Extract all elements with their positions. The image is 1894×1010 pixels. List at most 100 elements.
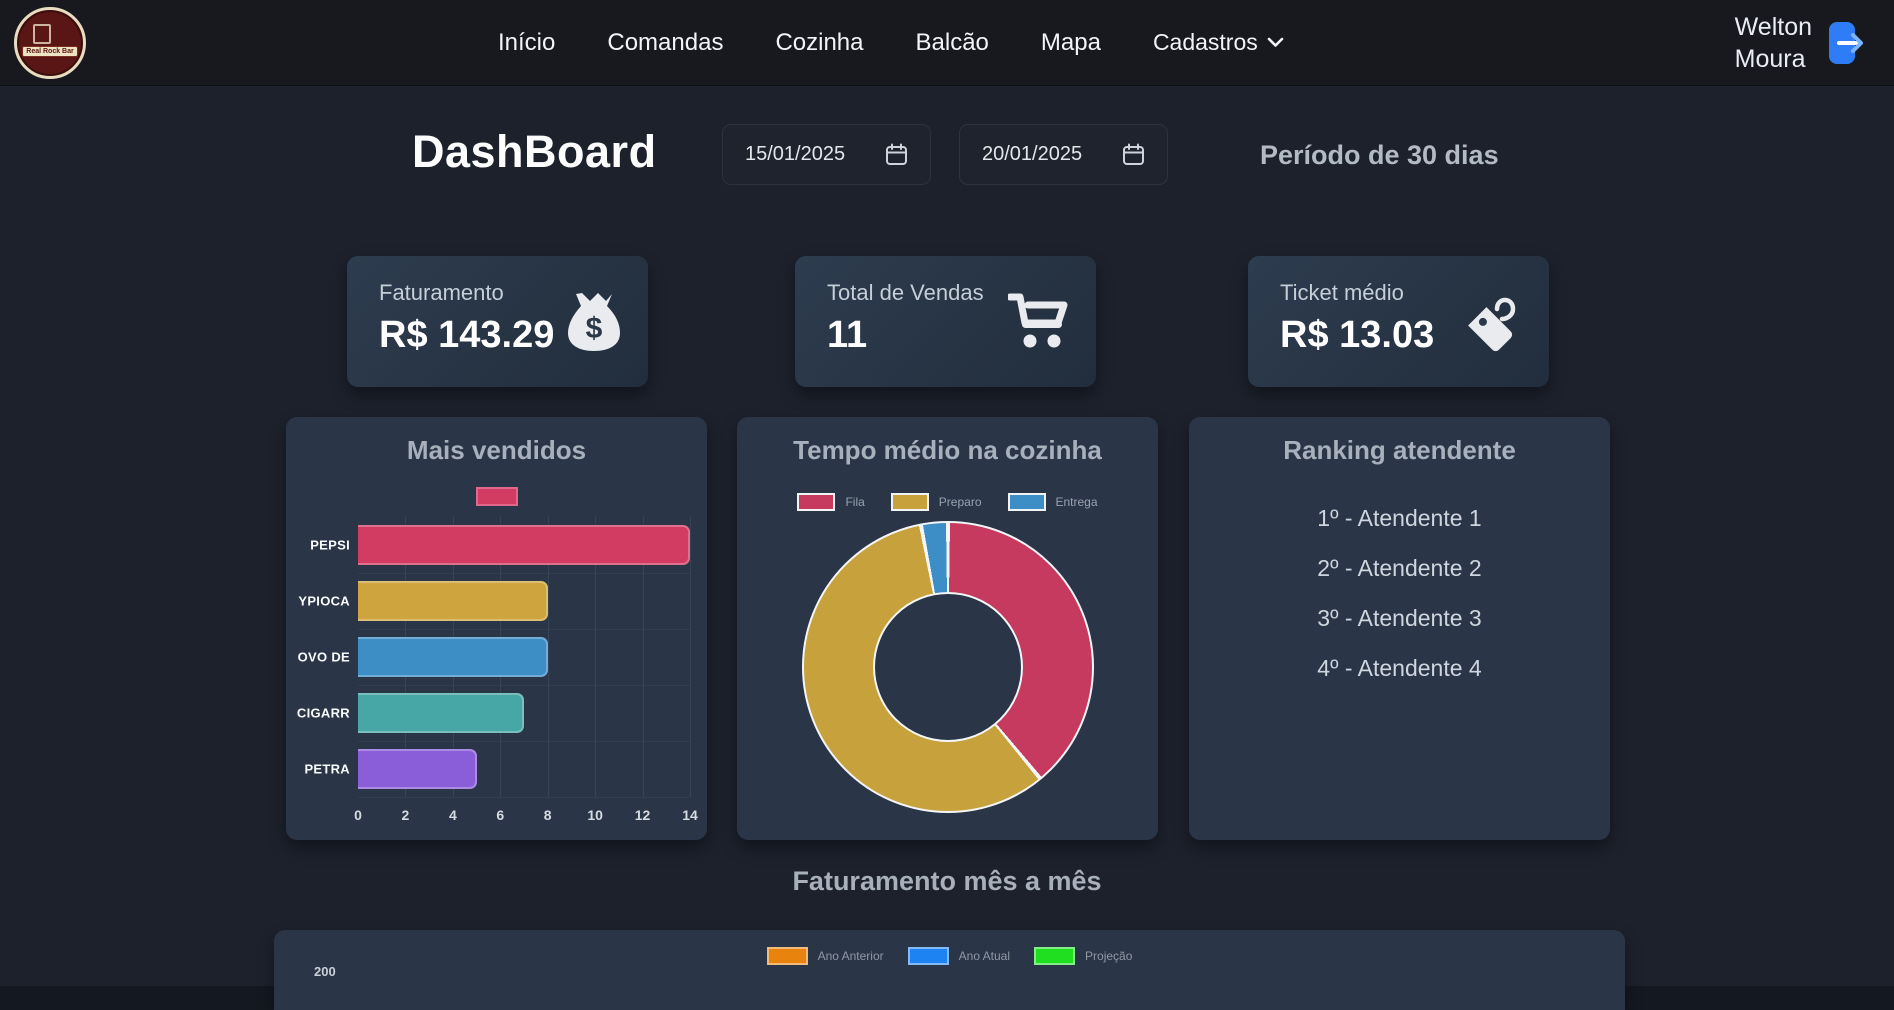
panel-title: Mais vendidos [406,435,587,465]
ranking-item-3: 3º - Atendente 3 [1317,605,1482,631]
legend-item-fila[interactable]: Fila [797,493,865,511]
panel-tempo-medio-cozinha: Tempo médio na cozinha Fila Preparo Entreg… [737,417,1158,840]
grid-line [595,517,597,797]
legend-item-ano-atual[interactable]: Ano Atual [907,947,1011,965]
legend-swatch [797,493,836,511]
nav-item-mapa[interactable]: Mapa [1040,28,1101,56]
legend-item-preparo[interactable]: Preparo [890,493,982,511]
row-divider [358,685,690,686]
row-divider [358,573,690,574]
legend-swatch [907,947,949,965]
date-start-value: 15/01/2025 [745,143,846,165]
logout-button[interactable] [1826,20,1866,66]
bar-row-ovode: OVO DE [298,629,690,686]
bar-cigarr [358,693,524,733]
legend-item-projec-a-o[interactable]: Projeção [1034,947,1132,965]
legend-swatch [766,947,808,965]
x-axis-tick: 2 [401,807,410,823]
page-title: DashBoard [412,126,657,177]
bar-ypioca [358,581,548,621]
bottom-chart-ytick: 200 [314,964,336,979]
bottom-chart-title: Faturamento mês a mês [792,866,1102,896]
date-start-input[interactable]: 15/01/2025 [722,124,931,185]
legend-label: Ano Atual [958,949,1011,963]
grid-line [547,517,549,797]
x-axis-tick: 12 [634,807,651,823]
svg-text:$: $ [586,312,603,345]
navbar: Real Rock Bar Início Comandas Cozinha Balcã… [0,0,1894,86]
panel-title: Ranking atendente [1283,435,1516,465]
chevron-down-icon [1267,37,1284,47]
nav-item-inicio[interactable]: Início [498,28,556,56]
period-label: Período de 30 dias [1260,140,1499,170]
cart-icon [1008,293,1070,351]
nav-item-balcao[interactable]: Balcão [915,28,989,56]
bottom-chart-panel: Ano Anterior Ano Atual Projeção 200 [274,930,1625,1010]
bar-ovode [358,637,548,677]
bar-category-label: OVO DE [297,649,350,665]
user-box: Welton Moura [1735,0,1866,85]
nav-item-cadastros[interactable]: Cadastros [1153,29,1284,56]
stat-label: Faturamento [379,280,504,305]
ranking-list: 1º - Atendente 1 2º - Atendente 2 3º - Ate… [1189,505,1610,682]
tag-icon [1457,289,1523,355]
x-axis-tick: 8 [543,807,552,823]
stat-card-ticket-medio: Ticket médio R$ 13.03 [1248,256,1549,387]
bar-petra [358,749,477,789]
calendar-icon [1123,143,1144,165]
user-name: Welton Moura [1735,11,1812,75]
legend-label: Entrega [1055,495,1098,509]
grid-line [642,517,644,797]
bar-row-ypioca: YPIOCA [298,573,690,630]
doughnut-hole [872,592,1023,742]
doughnut-legend: Fila Preparo Entrega [737,493,1158,511]
panel-ranking-atendente: Ranking atendente 1º - Atendente 1 2º - A… [1189,417,1610,840]
ranking-item-1: 1º - Atendente 1 [1317,505,1482,531]
money-bag-icon: $ [566,291,622,353]
legend-item-ano-anterior[interactable]: Ano Anterior [766,947,884,965]
logout-icon [1829,21,1863,64]
bar-row-cigarr: CIGARR [297,685,690,742]
legend-item-entrega[interactable]: Entrega [1007,493,1098,511]
date-end-input[interactable]: 20/01/2025 [959,124,1168,185]
nav-item-cadastros-label: Cadastros [1152,29,1258,55]
bottom-chart-legend: Ano Anterior Ano Atual Projeção [274,947,1625,965]
stat-card-faturamento: Faturamento R$ 143.29 $ [347,256,648,387]
stat-value: 11 [827,314,868,356]
panel-mais-vendidos: Mais vendidos PEPSI YPIOCA OVO DE CIGARR PET… [286,417,707,840]
bar-category-label: PEPSI [310,537,350,553]
calendar-icon [886,143,907,165]
bar-row-pepsi: PEPSI [310,517,690,574]
stat-value: R$ 143.29 [379,314,555,356]
row-divider [358,741,690,742]
legend-swatch [890,493,929,511]
legend-label: Fila [845,495,865,509]
stat-card-total-vendas: Total de Vendas 11 [795,256,1096,387]
bar-chart-x-axis: 0 2 4 6 8 10 12 14 [354,807,698,827]
user-last-name: Moura [1734,44,1806,73]
legend-label: Ano Anterior [817,949,884,963]
row-divider [358,629,690,630]
x-axis-tick: 4 [448,807,457,823]
bar-chart-legend-swatch[interactable] [475,487,518,506]
nav-item-cozinha[interactable]: Cozinha [775,28,864,56]
nav-links: Início Comandas Cozinha Balcão Mapa Cadastro… [498,0,1284,85]
bar-category-label: PETRA [304,761,350,777]
panel-title: Tempo médio na cozinha [793,435,1102,465]
bar-chart-plot-area: PEPSI YPIOCA OVO DE CIGARR PETRA [297,517,691,798]
nav-item-comandas[interactable]: Comandas [607,28,724,56]
grid-line [690,517,691,797]
brand-logo-text: Real Rock Bar [22,45,78,57]
legend-label: Preparo [938,495,982,509]
x-axis-tick: 14 [682,807,698,823]
row-divider [358,797,690,798]
coffee-mug-icon [33,24,51,44]
legend-label: Projeção [1085,949,1133,963]
x-axis-tick: 0 [354,807,362,823]
bar-row-petra: PETRA [304,741,690,798]
x-axis-tick: 6 [496,807,505,823]
ranking-item-2: 2º - Atendente 2 [1317,555,1482,581]
brand-logo[interactable]: Real Rock Bar [14,7,86,79]
legend-swatch [1007,493,1046,511]
user-first-name: Welton [1734,12,1812,41]
